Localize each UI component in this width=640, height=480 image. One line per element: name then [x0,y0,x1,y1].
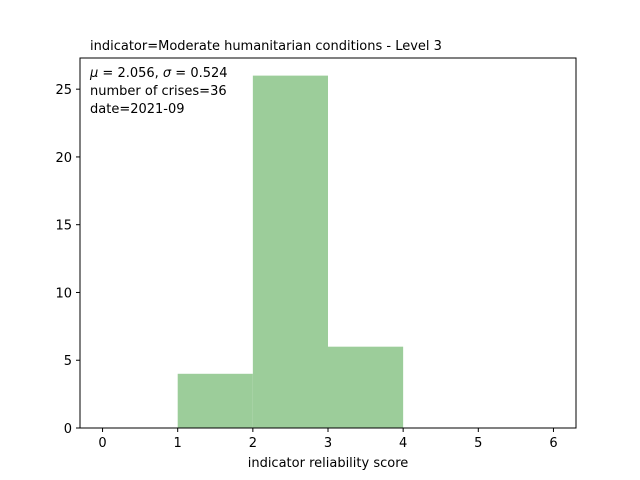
x-tick-label-5: 5 [474,436,482,451]
x-tick-label-4: 4 [399,436,407,451]
x-axis-label: indicator reliability score [248,456,409,471]
x-tick-label-0: 0 [98,436,106,451]
y-tick-label-1: 5 [64,354,72,369]
plot-frame [79,57,577,429]
histogram-bar-0 [177,373,253,428]
y-tick-label-3: 15 [55,219,72,234]
sigma-symbol: σ [163,66,172,81]
y-tick-label-5: 25 [55,83,72,98]
x-axis-ticks: 0 1 2 3 4 5 6 [98,428,558,451]
x-tick-label-2: 2 [249,436,257,451]
mu-value: = 2.056, [98,66,163,81]
y-tick-label-2: 10 [55,286,72,301]
x-tick-label-6: 6 [549,436,557,451]
x-tick-label-1: 1 [174,436,182,451]
crises-annotation: number of crises=36 [90,84,227,99]
bars-group [177,75,404,428]
histogram-bar-1 [252,75,328,428]
sigma-value: = 0.524 [171,66,227,81]
x-tick-label-3: 3 [324,436,332,451]
chart-title: indicator=Moderate humanitarian conditio… [90,39,442,54]
y-axis-ticks: 0 5 10 15 20 25 [55,83,80,437]
stats-annotation: μ = 2.056, σ = 0.524 [89,66,228,81]
y-tick-label-0: 0 [64,422,72,437]
date-annotation: date=2021-09 [90,102,185,117]
y-tick-label-4: 20 [55,151,72,166]
mu-symbol: μ [89,66,98,81]
histogram-bar-2 [328,346,404,428]
